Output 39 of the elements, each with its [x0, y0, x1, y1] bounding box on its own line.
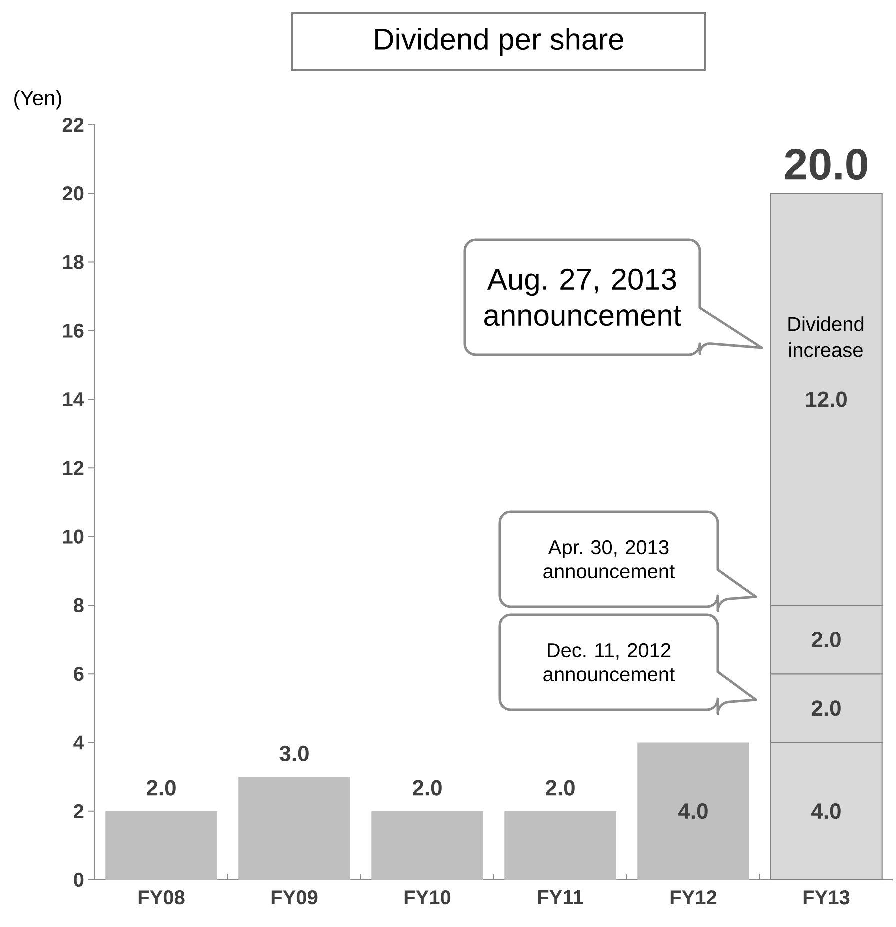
y-tick-label: 6 [74, 667, 84, 682]
y-tick-label: 2 [74, 804, 84, 818]
x-tick-label: FY08 [138, 890, 185, 905]
data-label: 4.0 [678, 804, 708, 820]
bar [638, 742, 750, 880]
y-tick-label: 4 [74, 736, 84, 750]
total-label: 20.0 [785, 148, 868, 180]
data-label: 12.0 [806, 392, 847, 408]
x-tick-label: FY13 [804, 890, 850, 905]
x-tick-label: FY09 [272, 890, 318, 905]
y-tick-label: 10 [63, 530, 84, 544]
data-label: 3.0 [280, 746, 309, 762]
data-label: 2.0 [412, 780, 442, 796]
bar [238, 777, 350, 880]
data-label: 4.0 [812, 804, 841, 820]
chart-title: Dividend per share [376, 28, 624, 56]
y-tick-label: 8 [74, 598, 84, 613]
data-label: 2.0 [146, 780, 176, 796]
annotation: Aug. 27, 2013 announcement [484, 268, 682, 326]
annotation: Apr. 30, 2013 announcement [544, 540, 675, 579]
bar [372, 811, 484, 880]
y-tick-label: 16 [63, 324, 84, 338]
x-tick-label: FY12 [670, 890, 717, 904]
data-label: 2.0 [812, 632, 841, 648]
annotation: Dividend increase [788, 316, 864, 358]
annotation: Dec. 11, 2012 announcement [544, 643, 675, 682]
y-axis-title: (Yen) [14, 90, 62, 110]
data-label: 2.0 [546, 780, 575, 796]
data-label: 2.0 [812, 700, 841, 716]
bar [504, 811, 616, 880]
bar [106, 811, 218, 880]
y-tick-label: 12 [63, 461, 84, 476]
x-tick-label: FY10 [404, 890, 451, 905]
y-tick-label: 22 [62, 118, 84, 132]
y-tick-label: 20 [62, 186, 84, 201]
y-tick-label: 18 [63, 255, 84, 270]
x-tick-label: FY11 [538, 890, 584, 904]
y-tick-label: 14 [63, 392, 84, 406]
y-tick-label: 0 [74, 872, 84, 888]
